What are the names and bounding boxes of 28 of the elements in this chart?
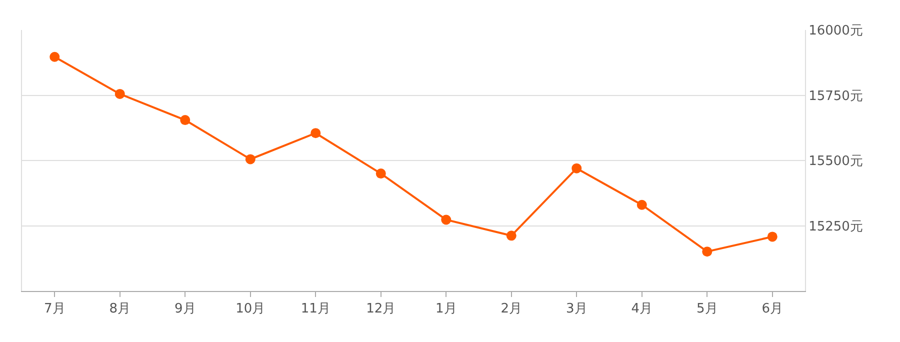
y-tick-label: 16000元 — [808, 24, 863, 39]
x-tick-label: 12月 — [366, 302, 396, 317]
point — [702, 246, 712, 257]
point — [310, 128, 321, 138]
x-tick-label: 2月 — [500, 302, 522, 317]
x-tick-label: 10月 — [236, 302, 266, 317]
x-tick-label: 8月 — [109, 302, 131, 317]
point — [376, 168, 386, 179]
point — [572, 163, 582, 174]
point — [180, 115, 190, 126]
y-tick-label: 15750元 — [808, 88, 863, 104]
x-tick-label: 7月 — [44, 302, 66, 317]
y-tick-label: 15500元 — [808, 154, 863, 170]
x-tick-label: 3月 — [566, 302, 588, 317]
point — [245, 154, 256, 164]
point — [506, 230, 516, 241]
point — [767, 232, 778, 242]
point — [114, 88, 125, 99]
point — [50, 52, 60, 62]
x-tick-label: 1月 — [435, 302, 457, 317]
point — [636, 200, 647, 210]
x-tick-label: 4月 — [631, 302, 653, 317]
x-tick-label: 9月 — [174, 302, 196, 317]
point — [441, 214, 452, 225]
x-tick-label: 11月 — [300, 302, 330, 317]
x-tick-label: 5月 — [696, 302, 718, 317]
x-tick-label: 6月 — [762, 302, 784, 317]
y-tick-label: 15250元 — [808, 219, 863, 234]
